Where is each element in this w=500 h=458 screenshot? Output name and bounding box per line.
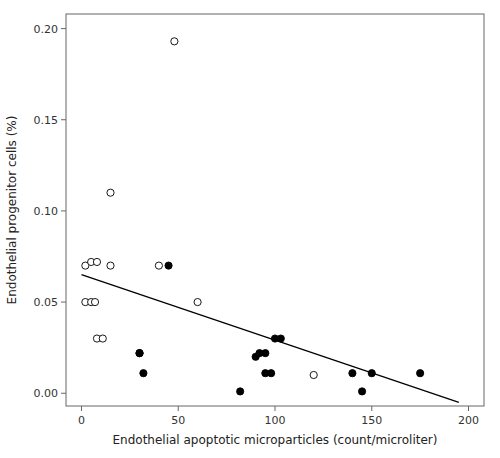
filled-point xyxy=(165,262,172,269)
open-point xyxy=(91,298,98,305)
points xyxy=(82,38,424,395)
open-point xyxy=(310,371,317,378)
y-tick xyxy=(61,119,66,120)
x-tick-label: 200 xyxy=(458,414,479,427)
y-tick xyxy=(61,393,66,394)
open-point xyxy=(107,189,114,196)
filled-point xyxy=(368,370,375,377)
x-tick-label: 0 xyxy=(78,414,85,427)
x-tick xyxy=(371,406,372,411)
plot-frame xyxy=(66,14,484,406)
filled-point xyxy=(140,370,147,377)
filled-point xyxy=(136,350,143,357)
y-tick xyxy=(61,210,66,211)
regression-line xyxy=(81,275,458,403)
x-tick xyxy=(275,406,276,411)
open-point xyxy=(93,258,100,265)
x-tick-label: 100 xyxy=(265,414,286,427)
x-tick xyxy=(468,406,469,411)
x-tick-label: 50 xyxy=(171,414,185,427)
open-point xyxy=(99,335,106,342)
y-axis-label: Endothelial progenitor cells (%) xyxy=(5,116,19,305)
y-tick-label: 0.10 xyxy=(34,205,59,218)
open-point xyxy=(194,298,201,305)
filled-point xyxy=(417,370,424,377)
open-point xyxy=(155,262,162,269)
marks xyxy=(81,38,458,403)
lines xyxy=(81,275,458,403)
y-tick-label: 0.20 xyxy=(34,23,59,36)
filled-point xyxy=(136,350,143,357)
x-tick xyxy=(178,406,179,411)
y-tick-label: 0.15 xyxy=(34,114,59,127)
x-axis-label: Endothelial apoptotic microparticles (co… xyxy=(113,433,438,447)
chart: 0 50 100 150 200 0.00 0.05 0.10 0.15 0.20 Endothel… xyxy=(0,0,500,458)
filled-point xyxy=(349,370,356,377)
filled-point xyxy=(268,370,275,377)
filled-point xyxy=(358,388,365,395)
filled-point xyxy=(277,335,284,342)
open-point xyxy=(107,262,114,269)
filled-point xyxy=(237,388,244,395)
open-point xyxy=(171,38,178,45)
x-tick xyxy=(81,406,82,411)
y-axis: 0.00 0.05 0.10 0.15 0.20 xyxy=(34,23,67,401)
y-tick xyxy=(61,302,66,303)
x-tick-label: 150 xyxy=(361,414,382,427)
x-axis: 0 50 100 150 200 xyxy=(78,406,479,427)
filled-point xyxy=(262,350,269,357)
y-tick-label: 0.05 xyxy=(34,296,59,309)
y-tick xyxy=(61,28,66,29)
y-tick-label: 0.00 xyxy=(34,387,59,400)
